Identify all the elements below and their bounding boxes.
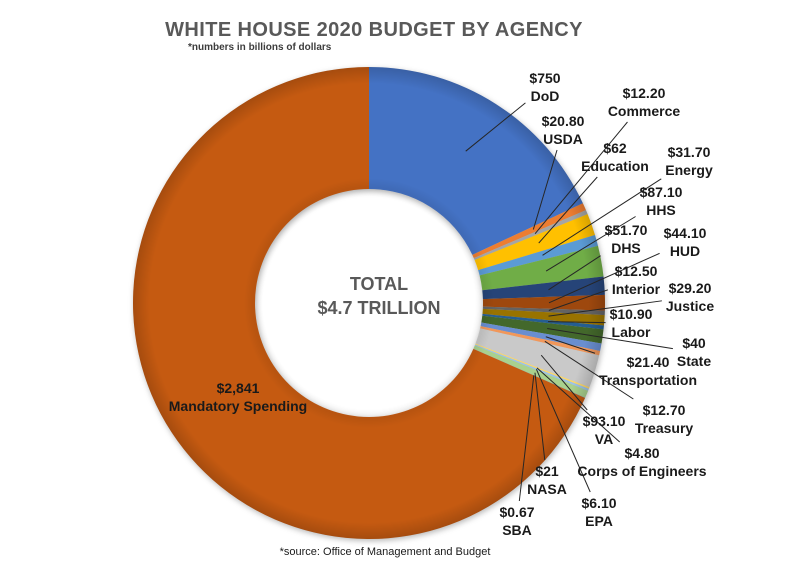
leader-line-nasa — [534, 372, 546, 461]
leader-line-commerce — [534, 121, 628, 234]
source-note: *source: Office of Management and Budget — [279, 546, 491, 558]
leader-line-treasury — [544, 340, 634, 400]
leader-line-interior — [548, 289, 609, 311]
leader-line-education — [538, 176, 598, 244]
leader-line-dhs — [548, 255, 601, 291]
center-total-label: TOTAL $4.7 TRILLION — [317, 272, 440, 320]
center-total-line1: TOTAL — [349, 274, 409, 294]
leader-line-epa — [535, 369, 591, 493]
leader-line-transportation — [545, 336, 596, 354]
leader-line-justice — [548, 300, 662, 317]
leader-line-corps-of-engineers — [536, 367, 621, 443]
leader-line-va — [540, 354, 588, 411]
chart-units-note: *numbers in billions of dollars — [188, 42, 332, 53]
leader-line-dod — [465, 102, 526, 152]
leader-line-hud — [548, 252, 660, 304]
chart-title: WHITE HOUSE 2020 BUDGET BY AGENCY — [165, 19, 583, 41]
leader-line-labor — [548, 321, 606, 324]
donut-shading-overlay — [133, 67, 605, 539]
leader-line-usda — [532, 149, 558, 230]
leader-line-energy — [542, 178, 662, 256]
leader-line-hhs — [545, 216, 636, 272]
leader-lines — [465, 102, 673, 502]
leader-line-sba — [518, 375, 535, 502]
leader-line-state — [547, 328, 673, 350]
center-total-line2: $4.7 TRILLION — [317, 298, 441, 318]
